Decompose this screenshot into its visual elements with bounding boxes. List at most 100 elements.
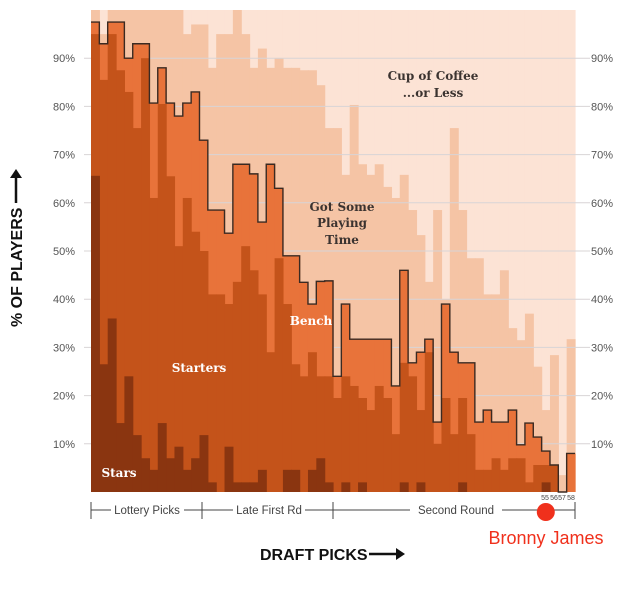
stars-bar-pick-31 <box>341 482 351 492</box>
got-some-playing-time-bar-pick-53 <box>524 313 534 492</box>
starters-bar-pick-52 <box>516 458 526 492</box>
got-some-playing-time-bar-pick-39 <box>408 210 418 492</box>
draft-section-brackets: Lottery Picks Late First Rd Second Round <box>90 502 576 519</box>
got-some-playing-time-bar-pick-34 <box>366 174 376 492</box>
starters-bar-pick-24 <box>282 304 292 492</box>
bench-outline-line <box>91 21 575 493</box>
stars-bar-pick-25 <box>291 469 301 492</box>
starters-bar-pick-22 <box>266 352 276 492</box>
bench-bar-pick-51 <box>508 410 518 492</box>
stars-bar-pick-14 <box>199 435 209 492</box>
coffee-label-line1: Cup of Coffee <box>388 69 479 83</box>
y-tick-left-30: 30% <box>53 342 75 354</box>
starters-bar-pick-56 <box>549 465 559 492</box>
y-axis-arrow-icon <box>10 169 22 203</box>
got-some-playing-time-bar-pick-48 <box>483 294 493 492</box>
playing-label-line3: Time <box>325 233 359 247</box>
starters-bar-pick-28 <box>316 376 326 492</box>
stars-bar-pick-27 <box>307 469 317 492</box>
starters-bar-pick-4 <box>116 70 125 492</box>
y-tick-left-80: 80% <box>53 101 75 113</box>
got-some-playing-time-bar-pick-26 <box>299 70 309 492</box>
starters-bar-pick-26 <box>299 376 309 492</box>
starters-label: Starters <box>172 361 227 375</box>
stars-bar-pick-55 <box>541 482 551 492</box>
y-tick-right-30: 30% <box>591 342 613 354</box>
y-tick-right-90: 90% <box>591 53 613 65</box>
starters-bar-pick-5 <box>124 91 134 492</box>
stars-bar-pick-9 <box>157 423 167 492</box>
starters-bar-pick-15 <box>207 294 217 492</box>
y-tick-left-10: 10% <box>53 439 75 451</box>
got-some-playing-time-bar-pick-44 <box>449 128 459 492</box>
stars-bar-pick-40 <box>416 482 426 492</box>
bench-bar-pick-47 <box>474 422 484 492</box>
playing-label-line2: Playing <box>317 216 368 230</box>
starters-bar-pick-18 <box>232 281 242 492</box>
starters-bar-pick-16 <box>216 294 226 492</box>
bench-bar-pick-53 <box>524 423 534 492</box>
got-some-playing-time-bar-pick-56 <box>549 355 559 492</box>
starters-bar-pick-51 <box>508 458 518 492</box>
starters-bar-pick-50 <box>499 469 509 492</box>
starters-bar-pick-37 <box>391 434 401 492</box>
y-tick-left-50: 50% <box>53 246 75 258</box>
stars-bar-pick-8 <box>149 469 159 492</box>
starters-bar-pick-3 <box>107 34 117 492</box>
starters-bar-pick-49 <box>491 458 501 492</box>
starters-bar-pick-21 <box>257 294 267 492</box>
starters-bar-pick-33 <box>358 398 367 492</box>
x-axis-arrow-icon <box>369 548 405 560</box>
stars-bar-pick-18 <box>232 482 242 492</box>
starters-bar-pick-20 <box>249 270 259 492</box>
bench-bar-pick-22 <box>266 164 276 493</box>
pick-label-56: 56 <box>550 495 558 502</box>
starters-bar-pick-11 <box>174 246 184 492</box>
stars-bar-pick-10 <box>166 458 176 492</box>
x-axis-title: DRAFT PICKS <box>260 547 368 564</box>
starters-bar-pick-6 <box>132 128 142 492</box>
starters-bar-pick-38 <box>399 362 409 492</box>
y-tick-right-50: 50% <box>591 246 613 258</box>
stars-bar-pick-28 <box>316 458 326 492</box>
stars-bar-pick-45 <box>458 482 468 492</box>
got-some-playing-time-bar-pick-50 <box>499 270 509 492</box>
starters-bar-pick-40 <box>416 410 426 492</box>
starters-bar-pick-7 <box>141 58 151 492</box>
starters-bar-pick-36 <box>383 398 393 492</box>
starters-bar-pick-46 <box>466 434 476 492</box>
starters-bar-pick-14 <box>199 251 209 492</box>
stars-bar-pick-4 <box>116 423 125 492</box>
playing-label-line1: Got Some <box>310 200 375 214</box>
stars-bar-pick-2 <box>99 364 109 492</box>
y-tick-left-70: 70% <box>53 150 75 162</box>
starters-bar-pick-17 <box>224 304 234 492</box>
got-some-playing-time-bar-pick-45 <box>458 210 468 492</box>
got-some-playing-time-bar-pick-32 <box>349 104 359 492</box>
starters-bar-pick-32 <box>349 385 359 492</box>
stars-bar-pick-5 <box>124 376 134 492</box>
bench-bar-pick-44 <box>449 352 459 492</box>
stars-bar-pick-33 <box>358 482 367 492</box>
stars-bar-pick-20 <box>249 482 259 492</box>
starters-bar-pick-53 <box>524 482 534 492</box>
starters-bar-pick-55 <box>541 465 551 492</box>
got-some-playing-time-bar-pick-30 <box>333 128 342 492</box>
starters-bar-pick-45 <box>458 398 468 492</box>
got-some-playing-time-bar-pick-47 <box>474 258 484 492</box>
coffee-label-line2: ...or Less <box>403 86 464 100</box>
y-tick-left-60: 60% <box>53 198 75 210</box>
starters-bar-pick-13 <box>191 231 201 492</box>
bench-bar-pick-58 <box>566 453 576 492</box>
got-some-playing-time-bar-pick-54 <box>533 366 543 492</box>
starters-bar-pick-31 <box>341 376 351 492</box>
y-tick-right-70: 70% <box>591 150 613 162</box>
starters-bar-pick-2 <box>99 79 109 492</box>
y-tick-left-90: 90% <box>53 53 75 65</box>
starters-bar-pick-29 <box>324 376 334 492</box>
bench-bar-pick-48 <box>483 410 493 492</box>
y-tick-right-20: 20% <box>591 391 613 403</box>
bench-bar-pick-49 <box>491 422 501 492</box>
starters-bar-pick-43 <box>441 398 451 492</box>
